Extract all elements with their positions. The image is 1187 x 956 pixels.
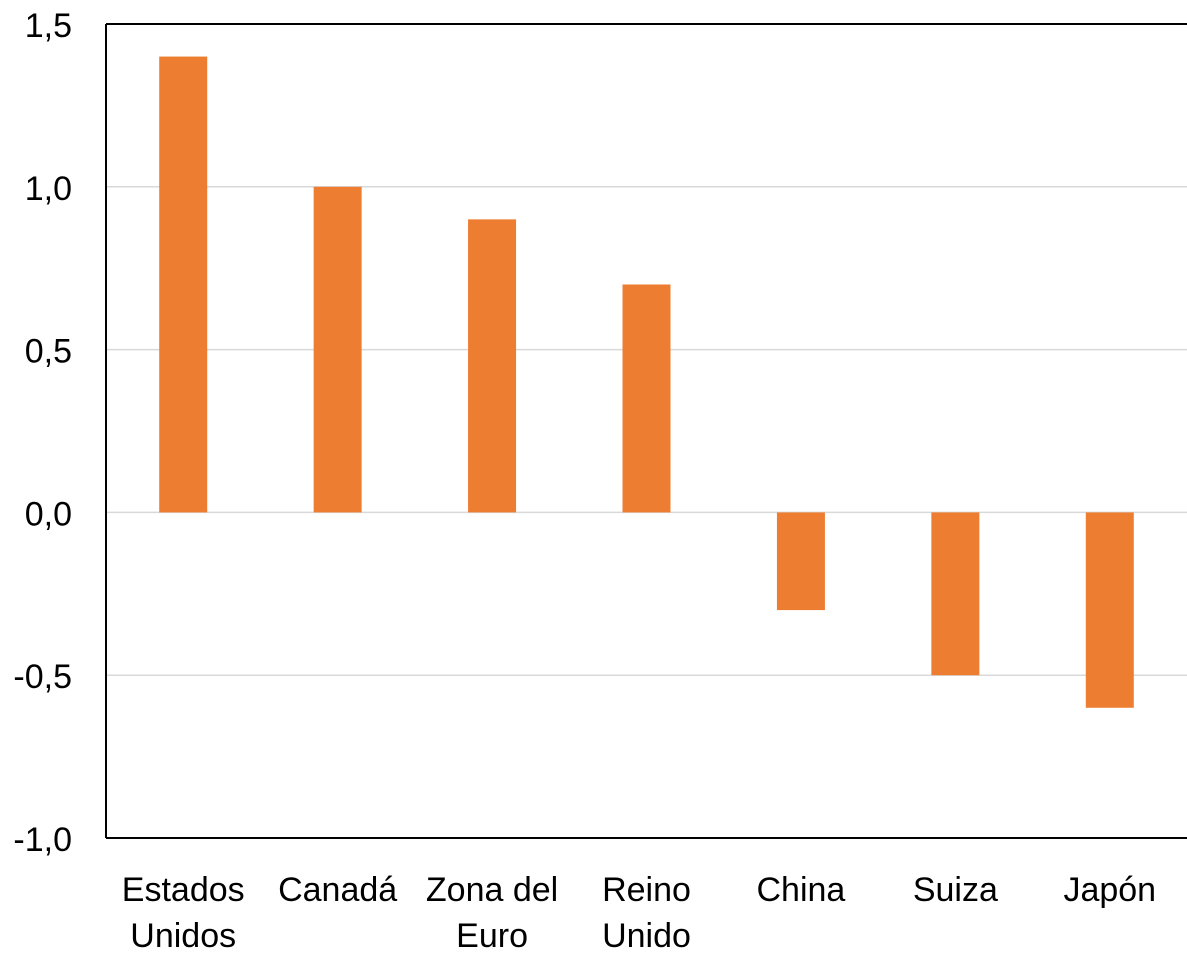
bar	[159, 56, 208, 513]
x-category-label: Zona del	[426, 871, 558, 909]
plot-frame	[105, 23, 1187, 839]
bar	[931, 512, 980, 676]
bar	[776, 512, 825, 611]
x-category-label: Suiza	[913, 871, 998, 909]
bar	[622, 284, 671, 513]
x-category-label: Unido	[602, 917, 691, 951]
x-category-label: Reino	[602, 871, 691, 909]
bar	[1085, 512, 1134, 708]
y-tick-label: -1,0	[13, 821, 72, 859]
y-tick-label: 1,5	[25, 7, 72, 45]
x-category-label: Canadá	[278, 871, 397, 909]
y-tick-label: 0,5	[25, 333, 72, 371]
bars	[159, 56, 1134, 708]
y-tick-label: -0,5	[13, 658, 72, 696]
y-tick-label: 1,0	[25, 170, 72, 208]
x-category-label: Estados	[122, 871, 245, 909]
y-axis-tick-labels: 1,5 1,0 0,5 0,0 -0,5 -1,0	[13, 7, 72, 859]
bar	[468, 219, 517, 513]
x-category-label: Japón	[1063, 871, 1156, 909]
bar	[313, 186, 362, 513]
x-category-label: Unidos	[130, 917, 236, 951]
x-axis-category-labels: Estados Unidos Canadá Zona del Euro Reino Unid…	[122, 871, 1156, 955]
x-category-label: Euro	[456, 917, 528, 951]
y-tick-label: 0,0	[25, 495, 72, 533]
x-category-label: China	[757, 871, 846, 909]
